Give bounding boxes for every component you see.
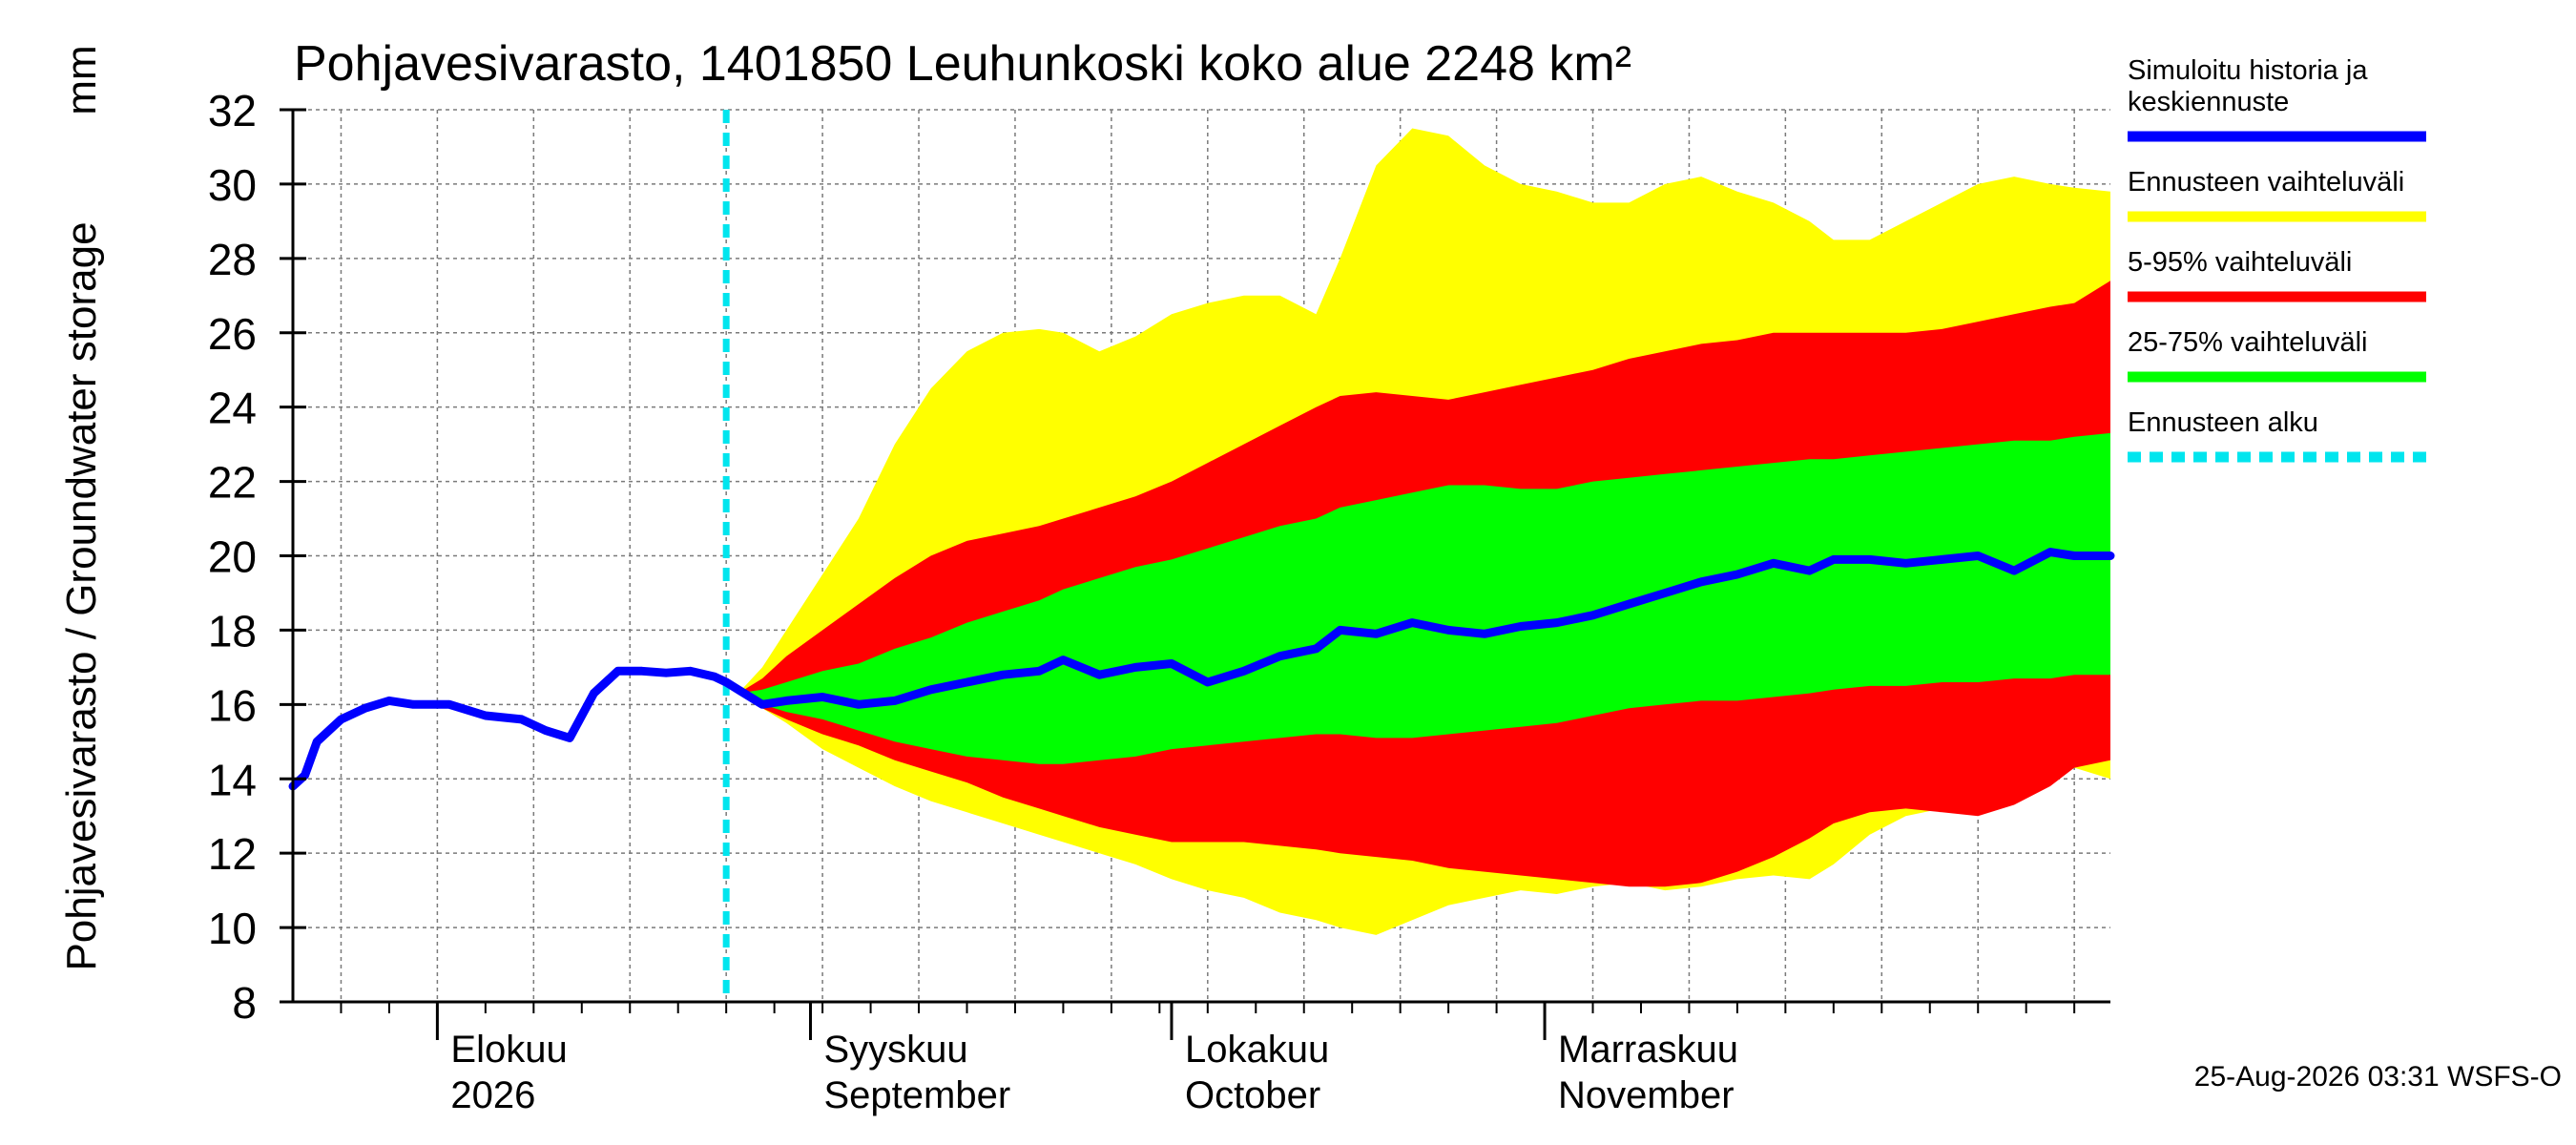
band-25-75	[737, 432, 2110, 764]
x-tick-label-month: Lokakuu	[1185, 1029, 1329, 1071]
y-tick-label: 16	[208, 680, 257, 730]
y-tick-label: 32	[208, 86, 257, 135]
x-tick-label-month: Marraskuu	[1558, 1029, 1738, 1071]
series-layer	[288, 110, 2115, 1002]
y-tick-label: 28	[208, 235, 257, 284]
y-tick-label: 14	[208, 755, 257, 804]
legend-label: 5-95% vaihteluväli	[2128, 247, 2352, 278]
y-tick-label: 22	[208, 458, 257, 508]
y-tick-label: 20	[208, 532, 257, 582]
y-tick-label: 18	[208, 606, 257, 656]
x-tick-label-month: Syyskuu	[823, 1029, 967, 1071]
legend-label: Ennusteen vaihteluväli	[2128, 167, 2404, 198]
legend-label: 25-75% vaihteluväli	[2128, 327, 2367, 358]
legend-label: keskiennuste	[2128, 87, 2289, 117]
y-tick-label: 30	[208, 160, 257, 210]
legend-label: Ennusteen alku	[2128, 407, 2318, 438]
y-tick-label: 26	[208, 309, 257, 359]
footer-timestamp: 25-Aug-2026 03:31 WSFS-O	[2194, 1061, 2562, 1093]
y-axis-label: Pohjavesivarasto / Groundwater storage	[58, 221, 105, 970]
y-tick-label: 8	[232, 978, 257, 1028]
x-tick-label-month: October	[1185, 1074, 1320, 1116]
y-tick-label: 24	[208, 384, 257, 433]
y-tick-label: 12	[208, 829, 257, 879]
x-tick-label-month: 2026	[450, 1074, 535, 1116]
x-tick-label-month: Elokuu	[450, 1029, 567, 1071]
chart-title: Pohjavesivarasto, 1401850 Leuhunkoski ko…	[294, 36, 1631, 92]
median-line	[288, 548, 2115, 791]
y-axis-unit: mm	[58, 45, 105, 114]
legend-label: Simuloitu historia ja	[2128, 55, 2368, 86]
x-tick-label-month: November	[1558, 1074, 1735, 1116]
y-tick-label: 10	[208, 904, 257, 953]
x-tick-label-month: September	[823, 1074, 1010, 1116]
